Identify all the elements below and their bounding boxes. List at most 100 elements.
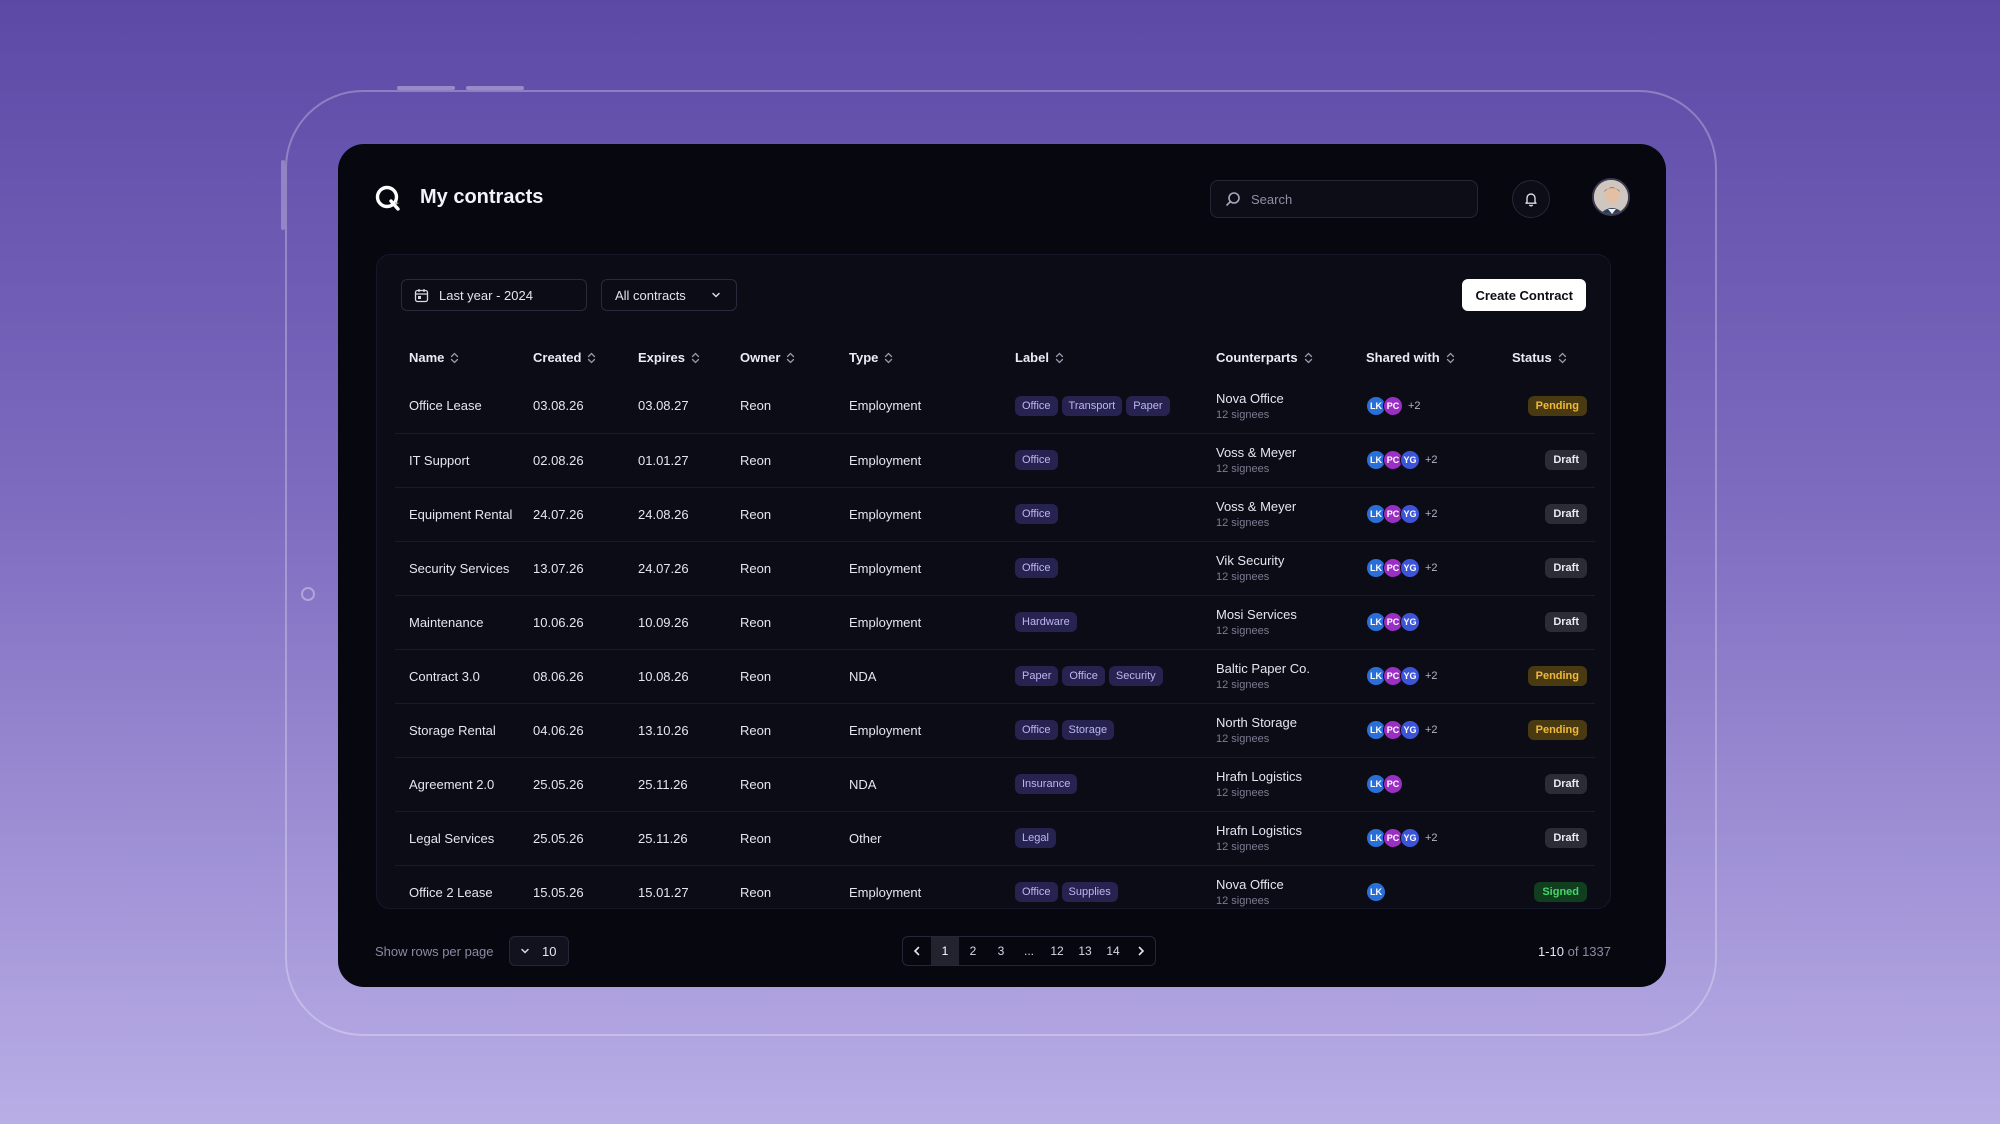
column-header-label: Counterparts <box>1216 349 1298 365</box>
shared-avatars[interactable]: LK PC YG +2 <box>1366 450 1498 470</box>
column-header-label[interactable]: Label <box>1001 335 1202 379</box>
status-badge: Signed <box>1534 882 1587 903</box>
column-header-shared-with[interactable]: Shared with <box>1352 335 1498 379</box>
label-tag[interactable]: Paper <box>1126 395 1170 416</box>
column-header-type[interactable]: Type <box>835 335 1001 379</box>
shared-avatars[interactable]: LK PC YG <box>1366 612 1498 632</box>
table-row[interactable]: Maintenance 10.06.26 10.09.26 Reon Employmen… <box>395 594 1595 649</box>
label-tag[interactable]: Office <box>1015 882 1058 903</box>
range-of: of <box>1567 944 1579 959</box>
shared-user-avatar: PC <box>1383 774 1403 794</box>
page-button[interactable]: 13 <box>1078 944 1092 958</box>
shared-user-avatar: YG <box>1400 612 1420 632</box>
page-button[interactable]: 3 <box>997 944 1005 958</box>
label-tag[interactable]: Office <box>1015 450 1058 470</box>
contract-type-cell: Employment <box>835 432 1001 487</box>
table-row[interactable]: Contract 3.0 08.06.26 10.08.26 Reon NDA Paper… <box>395 648 1595 703</box>
sort-icon[interactable] <box>1055 352 1064 364</box>
label-tag[interactable]: Supplies <box>1061 882 1118 903</box>
column-header-owner[interactable]: Owner <box>726 335 835 379</box>
contract-type: Employment <box>849 722 922 738</box>
page-button[interactable]: 2 <box>969 944 977 958</box>
date-range-filter[interactable]: Last year - 2024 <box>401 279 587 311</box>
created-date: 02.08.26 <box>533 452 584 468</box>
counterpart-name: Nova Office <box>1216 390 1284 406</box>
column-header-created[interactable]: Created <box>519 335 624 379</box>
sort-icon[interactable] <box>1304 352 1313 364</box>
label-tag[interactable]: Insurance <box>1015 774 1078 794</box>
shared-avatars[interactable]: LK PC <box>1366 774 1498 794</box>
sort-icon[interactable] <box>1446 352 1455 364</box>
rows-per-page-select[interactable]: 10 <box>509 936 569 966</box>
label-tag[interactable]: Office <box>1015 720 1058 740</box>
label-tag[interactable]: Office <box>1015 395 1058 416</box>
owner-cell: Reon <box>726 702 835 757</box>
shared-avatars[interactable]: LK PC +2 <box>1366 395 1498 416</box>
status-badge: Pending <box>1527 720 1587 740</box>
table-row[interactable]: IT Support 02.08.26 01.01.27 Reon Employment… <box>395 432 1595 487</box>
search-input[interactable] <box>1251 191 1451 207</box>
status-cell: Draft <box>1498 486 1595 541</box>
sort-icon[interactable] <box>1558 352 1567 364</box>
table-row[interactable]: Office Lease 03.08.26 03.08.27 Reon Employme… <box>395 379 1595 433</box>
label-tag[interactable]: Office <box>1062 666 1105 686</box>
label-tag[interactable]: Office <box>1015 504 1058 524</box>
shared-avatars[interactable]: LK <box>1366 882 1498 903</box>
sort-icon[interactable] <box>884 352 893 364</box>
page-button[interactable]: 14 <box>1106 944 1120 958</box>
owner-cell: Reon <box>726 756 835 811</box>
column-header-expires[interactable]: Expires <box>624 335 726 379</box>
table-row[interactable]: Office 2 Lease 15.05.26 15.01.27 Reon Employ… <box>395 864 1595 919</box>
search-box[interactable] <box>1210 180 1478 218</box>
next-page-button[interactable] <box>1127 937 1155 965</box>
contract-name: Office Lease <box>409 398 482 414</box>
sort-icon[interactable] <box>786 352 795 364</box>
label-tag[interactable]: Storage <box>1061 720 1115 740</box>
label-tag[interactable]: Security <box>1108 666 1163 686</box>
contract-type-dropdown[interactable]: All contracts <box>601 279 737 311</box>
notifications-button[interactable] <box>1512 180 1550 218</box>
shared-user-avatar: YG <box>1400 504 1420 524</box>
status-cell: Draft <box>1498 810 1595 865</box>
user-avatar[interactable] <box>1592 178 1630 216</box>
shared-more-count: +2 <box>1425 562 1438 574</box>
contract-name: IT Support <box>409 452 470 468</box>
shared-avatars[interactable]: LK PC YG +2 <box>1366 720 1498 740</box>
label-tag[interactable]: Transport <box>1061 395 1123 416</box>
table-row[interactable]: Security Services 13.07.26 24.07.26 Reon Emp… <box>395 540 1595 595</box>
label-tag[interactable]: Hardware <box>1015 612 1077 632</box>
status-cell: Draft <box>1498 594 1595 649</box>
table-row[interactable]: Equipment Rental 24.07.26 24.08.26 Reon Empl… <box>395 486 1595 541</box>
column-header-name[interactable]: Name <box>395 335 519 379</box>
previous-page-button[interactable] <box>903 937 931 965</box>
status-cell: Draft <box>1498 540 1595 595</box>
label-tag[interactable]: Office <box>1015 558 1058 578</box>
shared-with-cell: LK PC <box>1352 756 1498 811</box>
page-button[interactable]: 1 <box>931 937 959 965</box>
created-date: 25.05.26 <box>533 830 584 846</box>
sort-icon[interactable] <box>450 352 459 364</box>
status-cell: Pending <box>1498 702 1595 757</box>
tablet-camera <box>301 587 315 601</box>
shared-avatars[interactable]: LK PC YG +2 <box>1366 558 1498 578</box>
table-row[interactable]: Legal Services 25.05.26 25.11.26 Reon Other L… <box>395 810 1595 865</box>
sort-icon[interactable] <box>691 352 700 364</box>
column-header-counterparts[interactable]: Counterparts <box>1202 335 1352 379</box>
shared-avatars[interactable]: LK PC YG +2 <box>1366 504 1498 524</box>
tablet-button <box>466 86 524 90</box>
page-button[interactable]: 12 <box>1050 944 1064 958</box>
shared-user-avatar: PC <box>1383 395 1403 416</box>
table-row[interactable]: Agreement 2.0 25.05.26 25.11.26 Reon NDA Insu… <box>395 756 1595 811</box>
shared-avatars[interactable]: LK PC YG +2 <box>1366 828 1498 848</box>
label-tag[interactable]: Paper <box>1015 666 1059 686</box>
create-contract-button[interactable]: Create Contract <box>1462 279 1586 311</box>
table-row[interactable]: Storage Rental 04.06.26 13.10.26 Reon Employ… <box>395 702 1595 757</box>
labels-cell: Office Transport Paper <box>1001 379 1202 433</box>
sort-icon[interactable] <box>587 352 596 364</box>
shared-avatars[interactable]: LK PC YG +2 <box>1366 666 1498 686</box>
expires-date-cell: 25.11.26 <box>624 810 726 865</box>
column-header-status[interactable]: Status <box>1498 335 1595 379</box>
label-tag[interactable]: Legal <box>1015 828 1056 848</box>
shared-user-avatar: LK <box>1366 828 1386 848</box>
signees-count: 12 signees <box>1216 571 1270 583</box>
